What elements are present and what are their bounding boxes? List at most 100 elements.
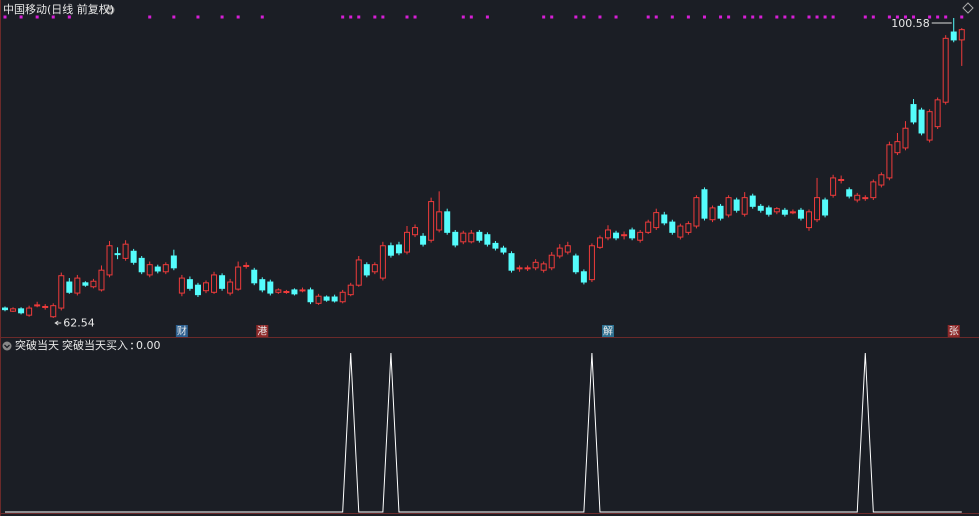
candle-body xyxy=(846,189,853,197)
candle-body xyxy=(444,211,451,233)
candle-body xyxy=(605,229,611,239)
candle-body xyxy=(886,144,893,179)
candle-body xyxy=(395,244,402,254)
candle-body xyxy=(693,197,700,227)
candle-body xyxy=(806,211,812,229)
candle-body xyxy=(765,207,772,215)
event-label: 解 xyxy=(603,325,613,338)
candle-body xyxy=(363,264,370,276)
candle-body xyxy=(484,234,491,245)
candle-body xyxy=(74,277,81,294)
candle-body xyxy=(789,211,796,214)
candle-body xyxy=(194,284,201,296)
candle-body xyxy=(516,267,523,270)
candle-body xyxy=(580,271,587,283)
candle-body xyxy=(588,245,595,281)
candle-body xyxy=(452,231,459,246)
candle-body xyxy=(661,214,668,224)
candle-body xyxy=(460,232,467,243)
min-arrow-head xyxy=(54,320,59,326)
candle-body xyxy=(548,254,555,269)
signal-dot xyxy=(220,15,224,19)
candle-body xyxy=(259,279,266,291)
candle-body xyxy=(934,99,941,128)
candle-body xyxy=(596,237,603,248)
candle-body xyxy=(347,284,354,296)
candle-body xyxy=(66,281,73,293)
event-label: 港 xyxy=(257,326,267,338)
candle-body xyxy=(733,199,740,211)
candle-body xyxy=(942,37,949,103)
signal-dot xyxy=(654,15,658,19)
candle-body xyxy=(211,274,218,293)
candle-body xyxy=(685,223,692,233)
signal-dot xyxy=(381,15,385,19)
signal-dot xyxy=(542,15,546,19)
signal-dot xyxy=(936,15,940,19)
signal-dot xyxy=(743,15,747,19)
candle-body xyxy=(275,289,282,293)
indicator-value: 0.00 xyxy=(136,339,161,352)
signal-dot xyxy=(863,15,867,19)
candle-body xyxy=(420,235,427,245)
event-label: 张 xyxy=(949,326,959,338)
signal-dot xyxy=(807,15,811,19)
signal-dot xyxy=(357,15,361,19)
candle-body xyxy=(741,197,748,215)
signal-dot xyxy=(574,15,578,19)
event-badge xyxy=(947,325,960,337)
max-label: 100.58 xyxy=(891,17,930,30)
candle-body xyxy=(106,245,113,276)
candle-body xyxy=(50,305,57,318)
colon-dot xyxy=(131,347,133,350)
event-badge xyxy=(175,325,188,337)
signal-dot xyxy=(895,15,899,19)
signal-dot xyxy=(686,15,690,19)
signal-dot xyxy=(550,15,554,19)
signal-dot xyxy=(702,15,706,19)
candle-body xyxy=(58,275,65,309)
signal-dot xyxy=(791,15,795,19)
signal-dot xyxy=(719,15,723,19)
candle-body xyxy=(613,232,620,239)
candle-body xyxy=(508,253,515,271)
signal-dot xyxy=(751,15,755,19)
candle-body xyxy=(307,289,314,303)
candle-body xyxy=(114,253,121,256)
settings-icon[interactable] xyxy=(962,2,974,14)
event-label: 财 xyxy=(177,325,187,338)
candle-body xyxy=(870,181,877,199)
event-badge xyxy=(256,325,269,337)
candle-body xyxy=(822,199,829,216)
signal-dot xyxy=(405,15,409,19)
candle-body xyxy=(34,304,41,307)
signal-dot xyxy=(341,15,345,19)
candle-body xyxy=(749,195,756,207)
menu-icon[interactable] xyxy=(105,5,115,15)
candle-body xyxy=(299,289,306,292)
signal-dot xyxy=(646,15,650,19)
signal-dot xyxy=(582,15,586,19)
signal-dot xyxy=(960,15,964,19)
candle-body xyxy=(371,264,378,273)
candle-body xyxy=(709,207,716,221)
candle-body xyxy=(926,111,933,141)
signal-dot xyxy=(775,15,779,19)
candle-body xyxy=(621,234,628,237)
signal-dot xyxy=(928,15,932,19)
candle-body xyxy=(18,308,25,314)
candle-body xyxy=(339,291,346,303)
candle-body xyxy=(838,179,845,182)
candle-body xyxy=(572,255,579,273)
candle-body xyxy=(283,290,290,293)
candle-body xyxy=(227,281,234,294)
signal-dot xyxy=(172,15,176,19)
candle-body xyxy=(894,141,901,154)
indicator-menu-icon[interactable] xyxy=(2,341,12,351)
candle-body xyxy=(323,296,330,301)
candle-body xyxy=(902,127,909,149)
signal-dot xyxy=(598,15,602,19)
candle-body xyxy=(10,308,17,312)
signal-dot xyxy=(461,15,465,19)
